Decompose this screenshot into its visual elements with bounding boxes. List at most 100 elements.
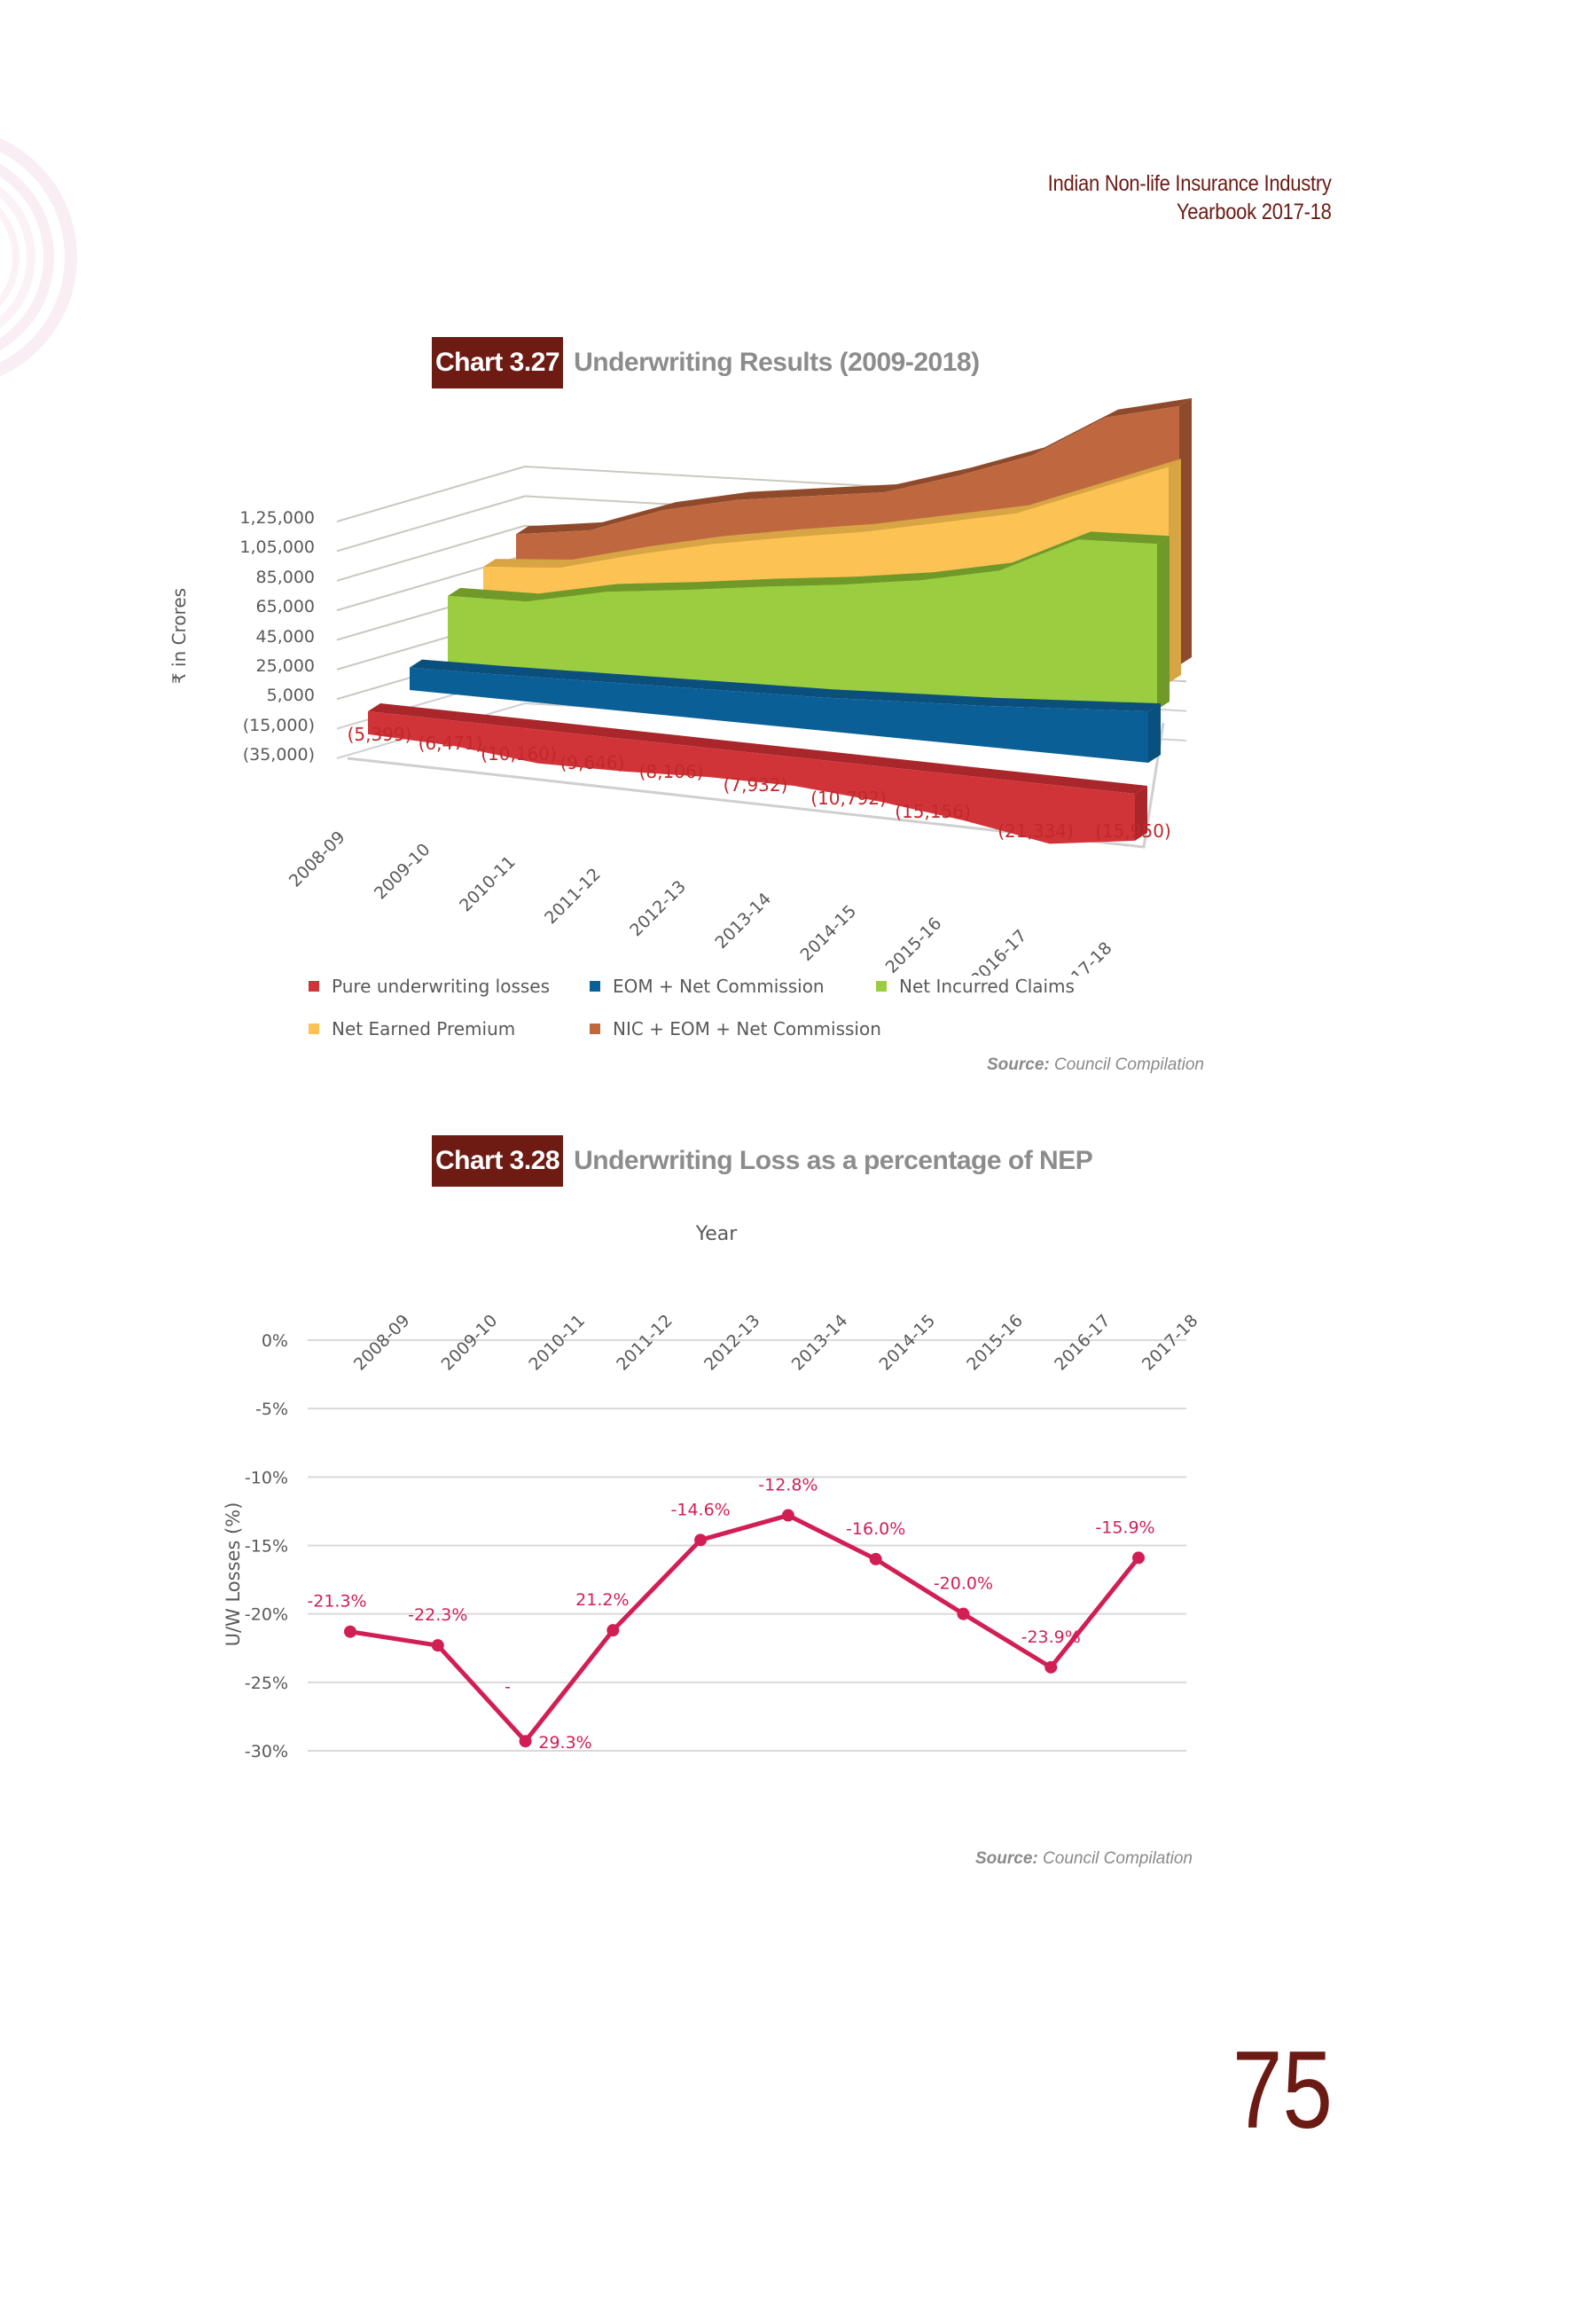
x-tick-label: 2011-12 (541, 865, 605, 929)
data-label-fragment: - (505, 1677, 511, 1697)
series-side (1135, 786, 1147, 841)
chart-name: Underwriting Loss as a percentage of NEP (574, 1146, 1093, 1175)
data-label: (21,334) (998, 820, 1074, 842)
legend-label: EOM + Net Commission (613, 976, 825, 997)
y-tick-label: -5% (255, 1400, 288, 1419)
series-ridge (410, 659, 1161, 712)
x-tick-label: 2017-18 (1138, 1311, 1202, 1375)
x-tick-label: 2012-13 (626, 877, 690, 941)
series-ridge (516, 397, 1192, 535)
y-tick-label: -15% (245, 1537, 288, 1557)
series-ridge (448, 531, 1170, 602)
data-point (1132, 1551, 1145, 1565)
data-label: (5,399) (348, 724, 412, 745)
data-point (694, 1533, 708, 1547)
y-tick-label: 0% (262, 1331, 288, 1351)
source-label: Source: (975, 1849, 1038, 1868)
legend-item-net-incurred-claims: Net Incurred Claims (876, 976, 1075, 997)
x-tick-label: 2017-18 (1052, 938, 1116, 976)
y-tick-label: (15,000) (242, 715, 315, 735)
chart-3-27-title: Chart 3.27 Underwriting Results (2009-20… (432, 337, 980, 388)
data-label: -22.3% (408, 1605, 467, 1625)
series-area-3 (448, 539, 1157, 710)
x-tick-label: 2013-14 (788, 1311, 852, 1375)
legend-swatch (876, 981, 887, 992)
data-point (431, 1639, 444, 1652)
y-tick-label: 45,000 (255, 626, 315, 647)
legend-swatch (590, 1024, 600, 1034)
data-label: -23.9% (1021, 1628, 1081, 1647)
data-label: -16.0% (846, 1519, 905, 1539)
data-point (1044, 1660, 1058, 1674)
data-label: -15.9% (1095, 1518, 1154, 1537)
series-area-1 (368, 711, 1135, 844)
x-tick-label: 2015-16 (963, 1311, 1027, 1375)
legend-label: NIC + EOM + Net Commission (613, 1018, 881, 1039)
x-tick-label: 2010-11 (456, 852, 520, 916)
chart-name: Underwriting Results (2009-2018) (574, 348, 980, 377)
series-ridge (368, 703, 1147, 794)
data-label: (10,792) (810, 788, 887, 809)
y-tick-label: -30% (245, 1742, 288, 1761)
chart-number: Chart 3.27 (432, 337, 564, 388)
data-label: (15,950) (1095, 820, 1171, 842)
y-tick-label: 65,000 (255, 597, 315, 617)
chart-number: Chart 3.28 (432, 1135, 564, 1187)
data-label: -12.8% (758, 1476, 818, 1495)
y-tick-label: 5,000 (266, 686, 315, 706)
x-tick-label: 2008-09 (286, 827, 349, 891)
legend-swatch (590, 981, 600, 992)
data-label: (9,646) (560, 752, 625, 773)
data-label: (6,471) (419, 733, 483, 754)
y-tick-label: 1,25,000 (239, 508, 315, 528)
legend-swatch (309, 1024, 319, 1034)
x-tick-label: 2015-16 (882, 914, 946, 976)
y-tick-label: -25% (245, 1674, 288, 1693)
y-tick-label: 1,05,000 (239, 537, 315, 558)
chart-3-28-title: Chart 3.28 Underwriting Loss as a percen… (432, 1135, 1093, 1187)
page-number: 75 (1232, 2029, 1333, 2152)
series-line (349, 1513, 1140, 1744)
data-point (869, 1552, 882, 1565)
data-label: 21.2% (575, 1590, 629, 1610)
data-label: -21.3% (307, 1592, 366, 1612)
legend-label: Net Earned Premium (332, 1018, 516, 1039)
legend-item-nic-eom-net-commission: NIC + EOM + Net Commission (590, 1018, 881, 1039)
y-tick-label: 85,000 (255, 567, 315, 587)
chart-3-27-source: Source: Council Compilation (987, 1055, 1204, 1075)
series-side (1148, 703, 1161, 763)
data-point (344, 1625, 356, 1638)
y-tick-label: 25,000 (255, 655, 315, 676)
data-label: -14.6% (671, 1500, 731, 1519)
chart-3-28-plot: Year U/W Losses (%) 0% -5% -10% -15% -20% -25% -… (223, 1223, 1202, 1761)
y-tick-label: -20% (245, 1605, 288, 1625)
x-tick-label: 2009-10 (371, 840, 434, 904)
chart-3-27-plot: (5,399) (6,471)(10,160) (9,646) (8,106) (7,9… (286, 397, 1192, 976)
y-tick-label: (35,000) (242, 745, 315, 765)
data-label: (15,156) (895, 801, 971, 822)
data-label: -20.0% (934, 1574, 993, 1594)
floor-edge (347, 722, 1165, 849)
legend-item-pure-uw-losses: Pure underwriting losses (309, 976, 550, 997)
source-label: Source: (987, 1055, 1050, 1074)
data-label: (7,932) (724, 774, 788, 796)
legend-label: Pure underwriting losses (332, 976, 551, 997)
series-side (1179, 397, 1192, 665)
series-side (1169, 459, 1181, 683)
x-tick-label: 2009-10 (438, 1311, 502, 1375)
legend-item-net-earned-premium: Net Earned Premium (309, 1018, 515, 1039)
series-side (1157, 536, 1170, 710)
data-label: (10,160) (481, 743, 557, 765)
y-axis-title: U/W Losses (%) (223, 1502, 244, 1647)
x-axis-title: Year (695, 1223, 739, 1245)
x-tick-label: 2016-17 (1051, 1311, 1115, 1375)
data-point (781, 1509, 794, 1522)
x-tick-label: 2008-09 (350, 1311, 414, 1375)
legend-label: Net Incurred Claims (899, 976, 1075, 997)
source-text: Council Compilation (1043, 1849, 1193, 1868)
data-point (519, 1735, 532, 1748)
data-point (957, 1607, 970, 1620)
y-tick-label: -10% (245, 1468, 288, 1487)
series-area-2 (410, 667, 1148, 763)
source-text: Council Compilation (1054, 1055, 1204, 1074)
